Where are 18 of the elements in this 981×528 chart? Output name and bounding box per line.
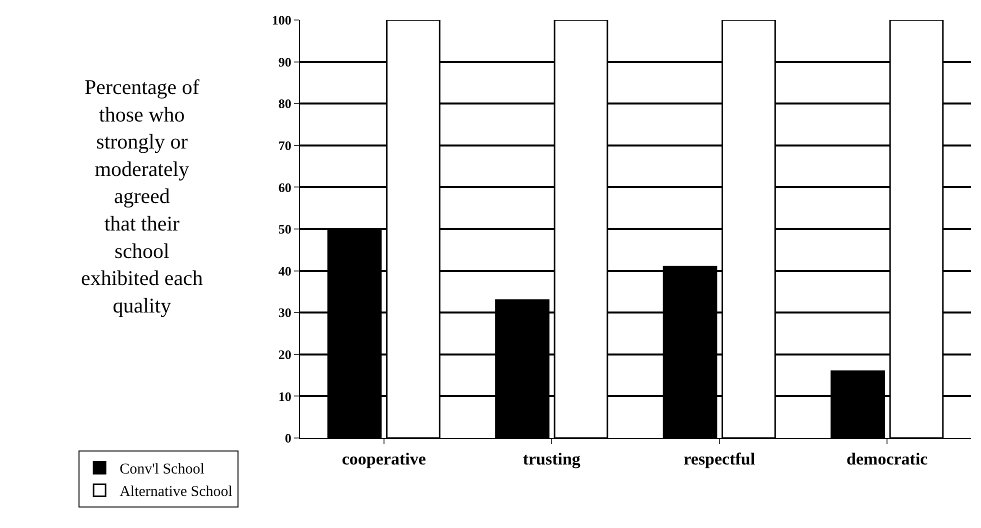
text: Percentage of those who strongly or moderately agreed that their school exhibited each quality [81, 75, 203, 318]
y-tick-label: 60 [278, 180, 292, 195]
y-tick-label: 70 [278, 138, 292, 153]
y-tick-label: 100 [272, 12, 292, 28]
legend-label: Alternative School [120, 484, 232, 500]
x-tick-label: trusting [522, 449, 581, 468]
x-tick-label: cooperative [342, 449, 426, 468]
y-tick-label: 80 [278, 96, 292, 112]
y-tick-label: 90 [278, 54, 292, 70]
y-tick-label: 40 [278, 263, 292, 278]
y-tick-label: 30 [278, 305, 292, 320]
y-tick-label: 10 [278, 388, 292, 404]
x-tick-label: respectful [684, 449, 756, 468]
legend-label: Conv'l School [120, 462, 204, 478]
x-tick-label: democratic [846, 449, 928, 468]
y-tick-label: 20 [278, 346, 292, 362]
y-tick-label: 50 [278, 222, 292, 237]
y-tick-label: 0 [284, 430, 292, 446]
